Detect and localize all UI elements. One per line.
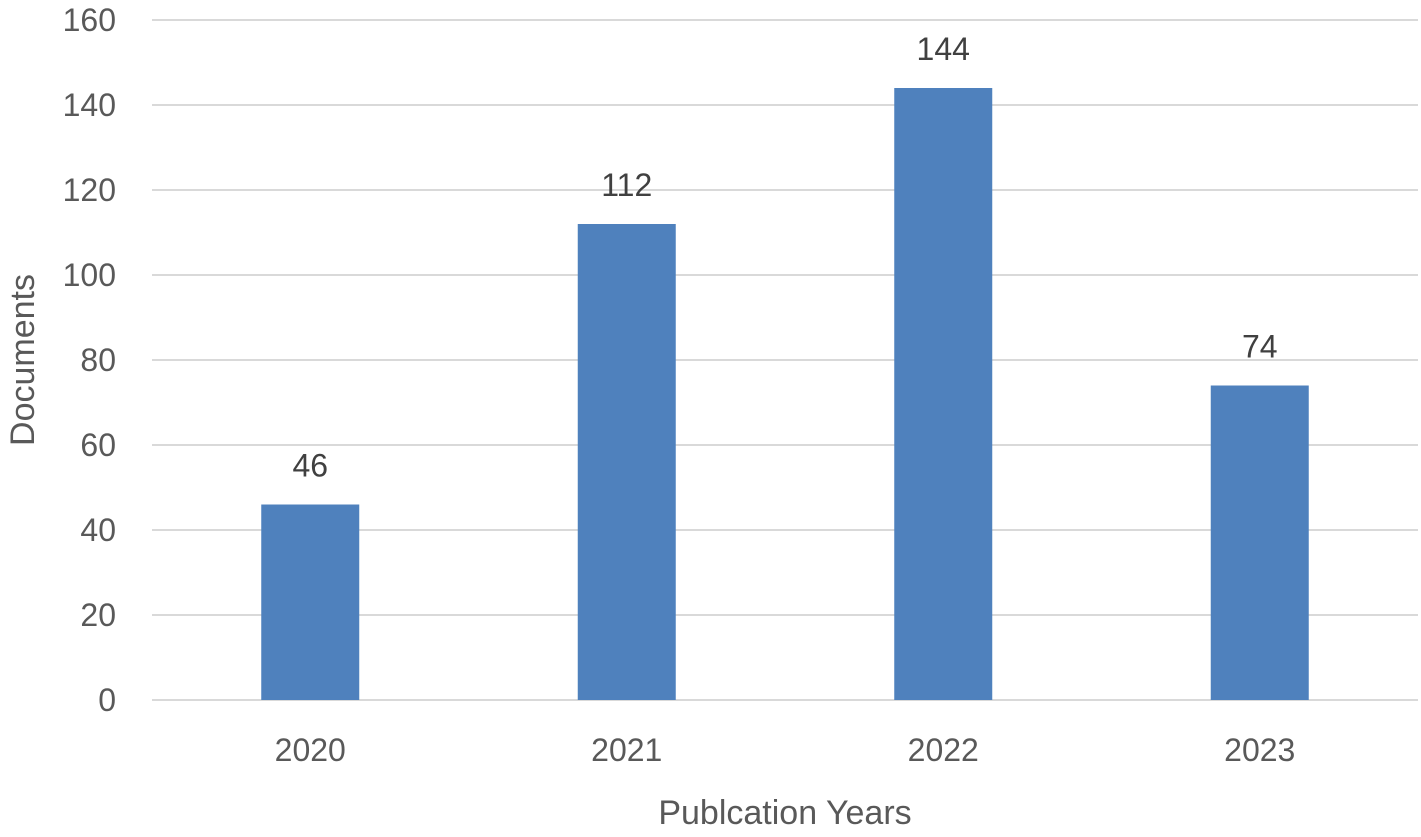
bars [261, 88, 1309, 700]
x-axis-categories: 2020 2021 2022 2023 [275, 732, 1296, 768]
y-axis-ticks: 0 20 40 60 80 100 120 140 160 [63, 2, 116, 718]
data-labels: 46 112 144 74 [292, 31, 1277, 484]
y-tick-label: 100 [63, 257, 116, 293]
y-tick-label: 160 [63, 2, 116, 38]
gridlines [152, 19, 1418, 701]
y-axis-title: Documents [4, 274, 42, 446]
x-tick-label-2020: 2020 [275, 732, 346, 768]
x-tick-label-2023: 2023 [1224, 732, 1295, 768]
data-label-2021: 112 [601, 167, 652, 203]
data-label-2022: 144 [917, 31, 970, 67]
data-label-2023: 74 [1242, 329, 1278, 365]
x-axis-title: Publcation Years [658, 794, 911, 832]
bar-2021 [577, 224, 676, 700]
bar-2023 [1210, 385, 1309, 700]
bar-2020 [261, 504, 360, 700]
y-tick-label: 140 [63, 87, 116, 123]
y-tick-label: 40 [80, 512, 116, 548]
y-tick-label: 0 [98, 682, 116, 718]
y-tick-label: 80 [80, 342, 116, 378]
y-tick-label: 20 [80, 597, 116, 633]
y-tick-label: 120 [63, 172, 116, 208]
y-tick-label: 60 [80, 427, 116, 463]
x-tick-label-2022: 2022 [908, 732, 979, 768]
bar-2022 [894, 88, 993, 700]
x-tick-label-2021: 2021 [591, 732, 662, 768]
data-label-2020: 46 [292, 448, 328, 484]
